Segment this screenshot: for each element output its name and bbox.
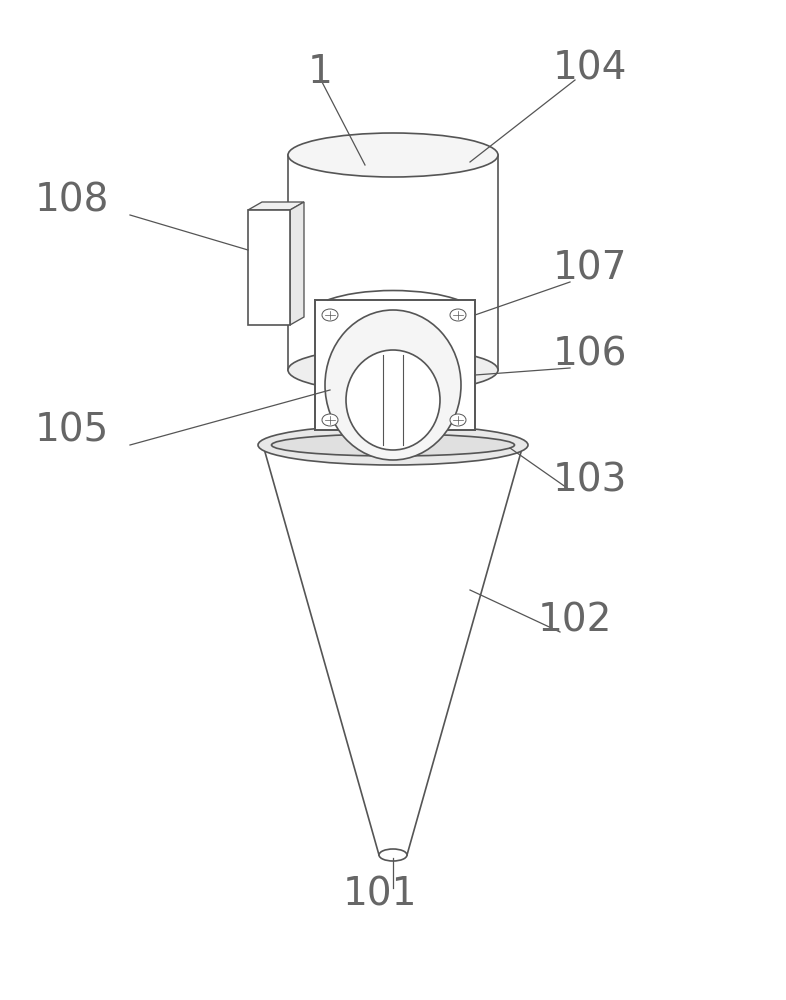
Ellipse shape <box>288 133 498 177</box>
Text: 105: 105 <box>35 411 109 449</box>
Polygon shape <box>290 202 304 325</box>
Text: 108: 108 <box>35 181 109 219</box>
Ellipse shape <box>258 425 528 465</box>
Text: 104: 104 <box>553 49 627 87</box>
Ellipse shape <box>288 348 498 392</box>
Text: 106: 106 <box>553 336 627 374</box>
Text: 103: 103 <box>553 461 627 499</box>
Text: 1: 1 <box>307 53 332 91</box>
Text: 102: 102 <box>538 601 612 639</box>
Polygon shape <box>248 202 304 210</box>
Polygon shape <box>263 445 523 855</box>
Polygon shape <box>288 155 498 370</box>
Ellipse shape <box>450 414 466 426</box>
Bar <box>315 300 475 430</box>
Ellipse shape <box>325 310 461 460</box>
Bar <box>248 210 290 325</box>
Ellipse shape <box>322 309 338 321</box>
Ellipse shape <box>450 309 466 321</box>
Ellipse shape <box>346 350 440 450</box>
Ellipse shape <box>263 427 523 463</box>
Text: 101: 101 <box>343 876 417 914</box>
Ellipse shape <box>379 849 407 861</box>
Ellipse shape <box>271 434 515 456</box>
Ellipse shape <box>322 414 338 426</box>
Text: 107: 107 <box>553 249 627 287</box>
